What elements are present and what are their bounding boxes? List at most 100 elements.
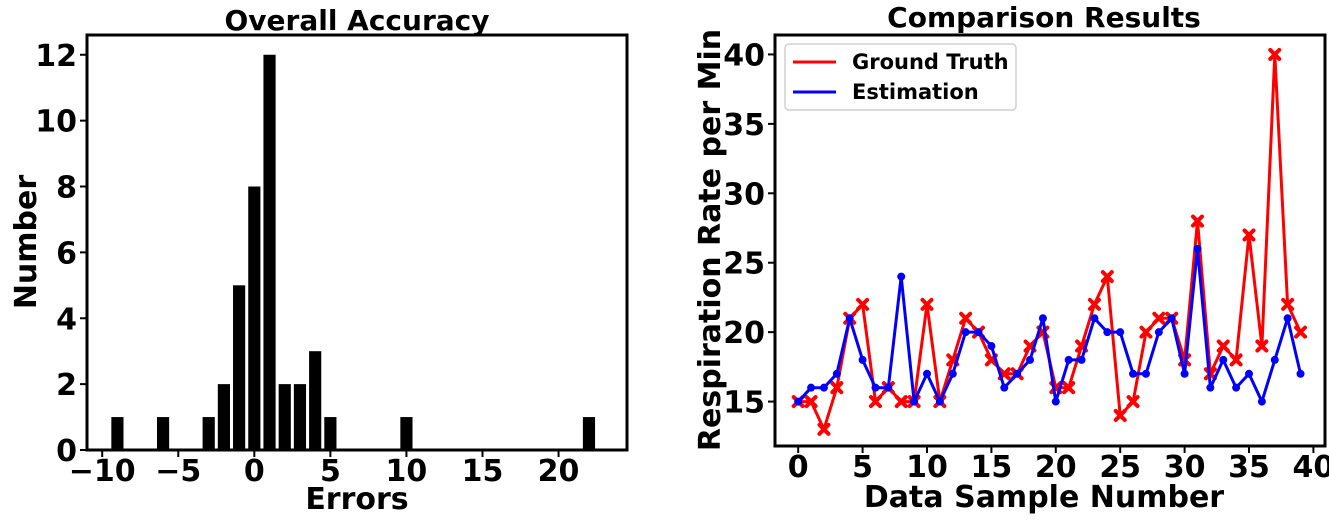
comparison-x-ticks: 0 5 10 15 20 25 30 35 40 <box>788 446 1329 485</box>
data-point-estimation <box>1129 369 1138 378</box>
histogram-bar <box>202 417 215 450</box>
data-point-estimation <box>1296 369 1305 378</box>
histogram-x-tick-label: 0 <box>244 454 265 489</box>
comparison-x-tick-label: 15 <box>971 450 1013 485</box>
histogram-bar <box>278 384 291 450</box>
data-point-ground-truth <box>1126 395 1140 409</box>
data-point-estimation <box>1026 355 1035 364</box>
data-point-estimation <box>1245 369 1254 378</box>
data-point-ground-truth <box>817 422 831 436</box>
comparison-x-tick-label: 20 <box>1035 450 1077 485</box>
data-point-ground-truth <box>804 395 818 409</box>
histogram-x-label: Errors <box>305 482 408 517</box>
data-point-estimation <box>1038 314 1047 323</box>
histogram-bar <box>156 417 170 450</box>
data-point-ground-truth <box>1062 381 1076 395</box>
data-point-estimation <box>910 397 919 406</box>
histogram-bar <box>582 417 596 450</box>
histogram-y-tick-label: 8 <box>56 171 77 206</box>
comparison-x-tick-label: 5 <box>852 450 873 485</box>
data-point-estimation <box>858 355 867 364</box>
comparison-x-label: Data Sample Number <box>864 480 1224 515</box>
data-point-estimation <box>974 328 983 337</box>
histogram-panel: Overall Accuracy −10 −5 0 5 10 15 20 0 2 4 6 8 10 12… <box>9 4 629 517</box>
data-point-estimation <box>922 369 931 378</box>
data-point-ground-truth <box>1100 270 1114 284</box>
histogram-y-tick-label: 10 <box>35 105 77 140</box>
comparison-x-tick-label: 40 <box>1293 450 1329 485</box>
histogram-bar <box>263 54 276 451</box>
data-point-estimation <box>807 383 816 392</box>
data-point-estimation <box>1167 314 1176 323</box>
comparison-plot-frame <box>773 33 1327 448</box>
histogram-title: Overall Accuracy <box>224 4 489 37</box>
histogram-x-tick-label: 10 <box>386 454 428 489</box>
data-point-estimation <box>1232 383 1241 392</box>
histogram-y-ticks: 0 2 4 6 8 10 12 <box>35 39 87 469</box>
data-point-estimation <box>845 314 854 323</box>
data-point-ground-truth <box>1242 228 1256 242</box>
data-point-estimation <box>832 369 841 378</box>
comparison-y-tick-label: 40 <box>723 38 765 73</box>
data-point-estimation <box>1193 244 1202 253</box>
comparison-series <box>791 47 1308 436</box>
comparison-x-tick-label: 0 <box>788 450 809 485</box>
data-point-estimation <box>1206 383 1215 392</box>
comparison-x-tick-label: 35 <box>1228 450 1270 485</box>
data-point-estimation <box>1077 355 1086 364</box>
data-point-estimation <box>1000 383 1009 392</box>
data-point-estimation <box>987 342 996 351</box>
histogram-bar <box>111 417 124 450</box>
histogram-bar <box>324 417 337 450</box>
data-point-estimation <box>1090 314 1099 323</box>
histogram-x-tick-label: 5 <box>320 454 341 489</box>
data-point-estimation <box>884 383 893 392</box>
legend-box <box>784 43 1017 111</box>
histogram-bar <box>293 384 307 450</box>
legend-label-estimation: Estimation <box>852 80 979 104</box>
histogram-y-tick-label: 2 <box>56 368 77 403</box>
comparison-y-ticks: 15 20 25 30 35 40 <box>723 38 775 421</box>
comparison-y-tick-label: 15 <box>723 386 765 421</box>
comparison-y-tick-label: 35 <box>723 108 765 143</box>
data-point-estimation <box>794 397 803 406</box>
histogram-bar <box>217 384 230 450</box>
data-point-estimation <box>1219 355 1228 364</box>
data-point-estimation <box>1013 369 1022 378</box>
data-point-estimation <box>1141 369 1150 378</box>
legend-label-ground-truth: Ground Truth <box>852 50 1009 74</box>
data-point-estimation <box>1116 328 1125 337</box>
data-point-estimation <box>1051 397 1060 406</box>
data-point-ground-truth <box>894 395 908 409</box>
data-point-ground-truth <box>1113 408 1127 422</box>
data-point-ground-truth <box>1255 339 1269 353</box>
data-point-ground-truth <box>830 381 844 395</box>
data-point-ground-truth <box>1087 297 1101 311</box>
comparison-y-tick-label: 20 <box>723 316 765 351</box>
data-point-ground-truth <box>1190 214 1204 228</box>
data-point-ground-truth <box>1268 47 1282 61</box>
data-point-ground-truth <box>1139 325 1153 339</box>
histogram-bar <box>400 417 413 450</box>
histogram-y-tick-label: 12 <box>35 39 77 74</box>
data-point-ground-truth <box>1229 353 1243 367</box>
data-point-estimation <box>1270 355 1279 364</box>
comparison-x-tick-label: 30 <box>1164 450 1206 485</box>
comparison-y-tick-label: 30 <box>723 177 765 212</box>
data-point-ground-truth <box>1294 325 1308 339</box>
data-point-estimation <box>1180 369 1189 378</box>
histogram-x-tick-label: 15 <box>462 454 504 489</box>
series-line-estimation <box>797 247 1302 404</box>
histogram-bar <box>309 351 322 450</box>
data-point-ground-truth <box>1152 311 1166 325</box>
data-point-ground-truth <box>1281 297 1295 311</box>
comparison-y-label: Respiration Rate per Min <box>693 29 728 451</box>
data-point-estimation <box>1064 355 1073 364</box>
histogram-y-tick-label: 6 <box>56 236 77 271</box>
comparison-x-tick-label: 10 <box>906 450 948 485</box>
data-point-estimation <box>1257 397 1266 406</box>
histogram-x-tick-label: −10 <box>69 454 136 489</box>
histogram-plot-frame <box>85 33 629 452</box>
histogram-x-tick-label: 20 <box>538 454 580 489</box>
